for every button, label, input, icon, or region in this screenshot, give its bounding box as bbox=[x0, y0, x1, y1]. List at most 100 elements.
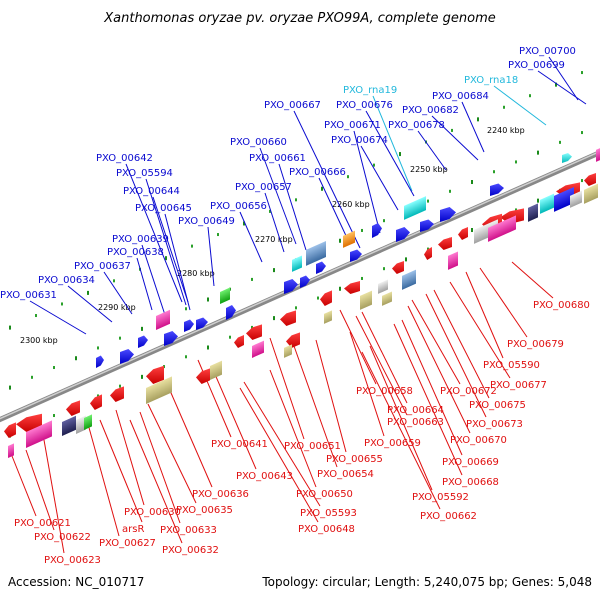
tick-dot bbox=[31, 375, 33, 379]
gene-label[interactable]: PXO_rna18 bbox=[464, 75, 518, 86]
gene-feature bbox=[316, 261, 326, 274]
leader-line bbox=[479, 267, 528, 338]
gene-label[interactable]: PXO_00656 bbox=[210, 201, 267, 212]
leader-line bbox=[147, 403, 197, 504]
gene-label[interactable]: PXO_00659 bbox=[364, 438, 421, 449]
gene-label[interactable]: PXO_00644 bbox=[123, 186, 180, 197]
gene-label[interactable]: PXO_00622 bbox=[34, 532, 91, 543]
gene-feature bbox=[438, 237, 452, 250]
gene-label[interactable]: PXO_00621 bbox=[14, 518, 71, 529]
gene-label[interactable]: PXO_rna19 bbox=[343, 85, 397, 96]
gene-label[interactable]: PXO_00658 bbox=[356, 386, 413, 397]
gene-label[interactable]: PXO_00682 bbox=[402, 105, 459, 116]
gene-label[interactable]: PXO_00678 bbox=[388, 120, 445, 131]
gene-label[interactable]: PXO_00666 bbox=[289, 167, 346, 178]
gene-label[interactable]: PXO_00650 bbox=[296, 489, 353, 500]
gene-label[interactable]: PXO_00623 bbox=[44, 555, 101, 566]
gene-label[interactable]: PXO_00675 bbox=[469, 400, 526, 411]
leader-line bbox=[361, 351, 441, 510]
gene-label[interactable]: PXO_00670 bbox=[450, 435, 507, 446]
gene-label[interactable]: PXO_00679 bbox=[507, 339, 564, 350]
gene-label[interactable]: PXO_05590 bbox=[483, 360, 540, 371]
gene-feature bbox=[448, 251, 458, 270]
leader-line bbox=[115, 409, 145, 506]
leader-line bbox=[339, 309, 377, 385]
leader-line bbox=[411, 299, 461, 385]
gene-label[interactable]: PXO_00627 bbox=[99, 538, 156, 549]
gene-label[interactable]: PXO_00639 bbox=[112, 234, 169, 245]
gene-label[interactable]: PXO_00677 bbox=[490, 380, 547, 391]
gene-label[interactable]: PXO_00638 bbox=[107, 247, 164, 258]
tick-dot bbox=[537, 198, 539, 203]
gene-label[interactable]: PXO_00676 bbox=[336, 100, 393, 111]
gene-feature bbox=[584, 183, 598, 204]
gene-feature bbox=[110, 386, 124, 402]
leader-line bbox=[461, 101, 485, 153]
tick-dot bbox=[449, 189, 451, 193]
gene-label[interactable]: PXO_00634 bbox=[38, 275, 95, 286]
tick-dot bbox=[383, 219, 385, 223]
gene-feature bbox=[280, 310, 296, 326]
gene-labels: PXO_00700 PXO_00699 PXO_rna18 PXO_rna19 PXO_… bbox=[0, 46, 590, 566]
gene-feature bbox=[554, 186, 574, 212]
tick-dot bbox=[251, 325, 253, 329]
gene-label[interactable]: PXO_05593 bbox=[300, 508, 357, 519]
gene-label[interactable]: PXO_00673 bbox=[466, 419, 523, 430]
tick-dot bbox=[383, 267, 385, 271]
gene-label[interactable]: PXO_05592 bbox=[412, 492, 469, 503]
leader-line bbox=[318, 177, 349, 241]
leader-line bbox=[87, 423, 120, 537]
gene-label[interactable]: PXO_00651 bbox=[284, 441, 341, 452]
gene-label[interactable]: PXO_00648 bbox=[298, 524, 355, 535]
gene-label[interactable]: PXO_00668 bbox=[442, 477, 499, 488]
gene-label[interactable]: PXO_00672 bbox=[440, 386, 497, 397]
gene-label[interactable]: PXO_00631 bbox=[0, 290, 57, 301]
leader-line bbox=[141, 244, 167, 319]
leader-line bbox=[269, 369, 317, 488]
gene-label[interactable]: PXO_00674 bbox=[331, 135, 388, 146]
gene-label[interactable]: PXO_00645 bbox=[135, 203, 192, 214]
gene-label[interactable]: PXO_00641 bbox=[211, 439, 268, 450]
gene-feature bbox=[378, 279, 388, 294]
gene-label[interactable]: PXO_00660 bbox=[230, 137, 287, 148]
tick-dot bbox=[53, 414, 55, 418]
leader-line bbox=[264, 192, 285, 253]
gene-label[interactable]: PXO_00632 bbox=[162, 545, 219, 556]
gene-label[interactable]: PXO_00684 bbox=[432, 91, 489, 102]
gene-label[interactable]: PXO_00671 bbox=[324, 120, 381, 131]
gene-label[interactable]: PXO_00636 bbox=[192, 489, 249, 500]
gene-feature bbox=[343, 230, 355, 248]
gene-feature bbox=[382, 291, 392, 306]
gene-label[interactable]: PXO_00649 bbox=[178, 216, 235, 227]
gene-feature bbox=[490, 183, 504, 196]
gene-label[interactable]: PXO_05594 bbox=[116, 168, 173, 179]
gene-feature bbox=[528, 203, 538, 222]
tick-dot bbox=[529, 94, 531, 98]
gene-label[interactable]: PXO_00700 bbox=[519, 46, 576, 57]
gene-label[interactable]: PXO_00662 bbox=[420, 511, 477, 522]
gene-label[interactable]: PXO_00664 bbox=[387, 405, 444, 416]
gene-label[interactable]: PXO_00655 bbox=[326, 454, 383, 465]
gene-label[interactable]: PXO_00699 bbox=[508, 60, 565, 71]
gene-label[interactable]: PXO_00667 bbox=[264, 100, 321, 111]
leader-line bbox=[401, 319, 463, 456]
gene-label[interactable]: PXO_00680 bbox=[533, 300, 590, 311]
tick-dot bbox=[207, 297, 209, 302]
gene-label[interactable]: PXO_00630 bbox=[124, 507, 181, 518]
gene-label[interactable]: PXO_00633 bbox=[160, 525, 217, 536]
gene-feature bbox=[458, 227, 468, 240]
leader-line bbox=[67, 285, 113, 323]
gene-label[interactable]: PXO_00663 bbox=[387, 417, 444, 428]
gene-label[interactable]: PXO_00657 bbox=[235, 182, 292, 193]
gene-label[interactable]: PXO_00642 bbox=[96, 153, 153, 164]
gene-label[interactable]: PXO_00637 bbox=[74, 261, 131, 272]
gene-label[interactable]: PXO_00635 bbox=[176, 505, 233, 516]
gene-label[interactable]: PXO_00643 bbox=[236, 471, 293, 482]
gene-feature bbox=[16, 413, 42, 432]
gene-label[interactable]: PXO_00661 bbox=[249, 153, 306, 164]
genome-title: Xanthomonas oryzae pv. oryzae PXO99A, co… bbox=[103, 11, 496, 26]
leader-line bbox=[139, 411, 181, 524]
gene-label[interactable]: PXO_00654 bbox=[317, 469, 374, 480]
gene-label[interactable]: arsR bbox=[122, 524, 144, 535]
gene-label[interactable]: PXO_00669 bbox=[442, 457, 499, 468]
